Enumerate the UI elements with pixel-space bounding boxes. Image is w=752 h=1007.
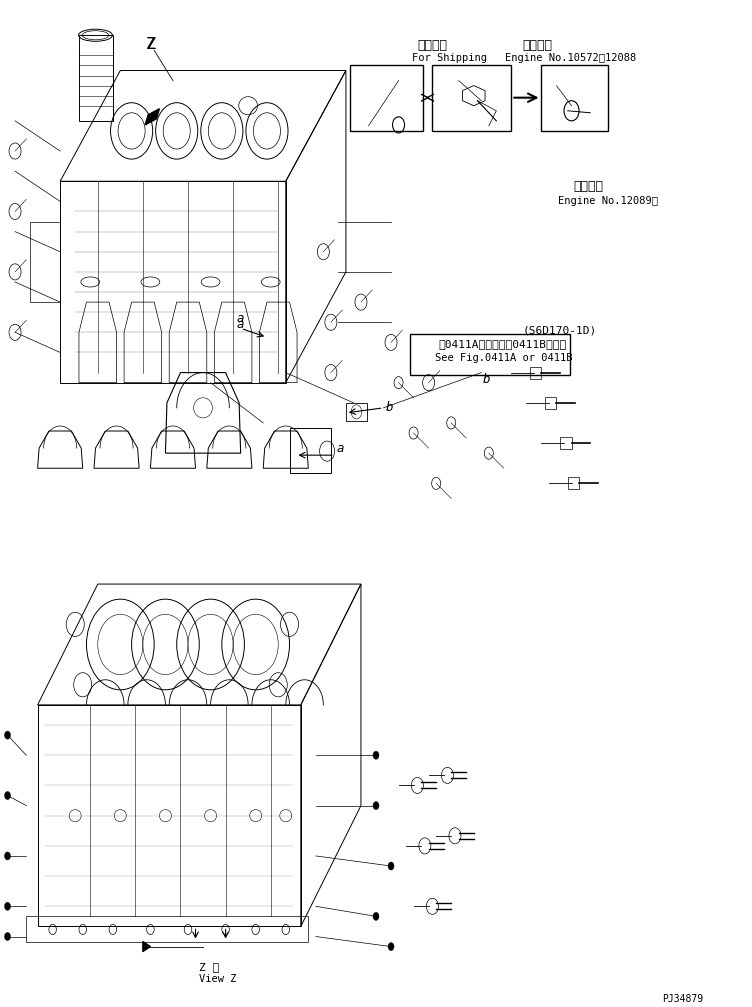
Polygon shape <box>143 942 150 952</box>
Circle shape <box>388 943 394 951</box>
Circle shape <box>388 862 394 870</box>
Bar <box>545 397 556 409</box>
Text: Z: Z <box>147 37 156 51</box>
Bar <box>568 477 579 489</box>
Text: a: a <box>337 442 344 454</box>
Circle shape <box>373 912 379 920</box>
Polygon shape <box>145 109 159 125</box>
Text: Z: Z <box>146 37 155 51</box>
Circle shape <box>373 751 379 759</box>
Bar <box>26 916 308 942</box>
Text: 通用号機: 通用号機 <box>523 39 553 51</box>
Circle shape <box>5 731 11 739</box>
Text: b: b <box>386 402 393 414</box>
Circle shape <box>5 852 11 860</box>
Text: (S6D170-1D): (S6D170-1D) <box>523 325 597 335</box>
Text: Engine No.12089～: Engine No.12089～ <box>558 196 658 206</box>
Text: b: b <box>483 374 490 386</box>
Text: 第0411A図または第0411B図参照: 第0411A図または第0411B図参照 <box>438 339 567 349</box>
Text: For Shipping: For Shipping <box>412 53 487 63</box>
Text: 適用号機: 適用号機 <box>573 180 603 192</box>
Bar <box>290 428 331 473</box>
Circle shape <box>5 792 11 800</box>
Text: a: a <box>237 318 244 330</box>
Bar <box>346 403 367 421</box>
Bar <box>530 367 541 379</box>
Bar <box>350 65 423 131</box>
Circle shape <box>373 802 379 810</box>
Bar <box>541 65 608 131</box>
Bar <box>410 334 570 375</box>
Circle shape <box>5 902 11 910</box>
Bar <box>560 437 572 449</box>
Bar <box>30 222 60 302</box>
Bar <box>79 35 113 121</box>
Text: a: a <box>237 312 244 325</box>
Text: 運搜部品: 運搜部品 <box>417 39 447 51</box>
Text: See Fig.0411A or 0411B: See Fig.0411A or 0411B <box>435 353 572 364</box>
Text: View Z: View Z <box>199 974 237 984</box>
Text: PJ34879: PJ34879 <box>662 994 703 1004</box>
Bar <box>432 65 511 131</box>
Text: Z 視: Z 視 <box>199 962 220 972</box>
Text: Engine No.10572～12088: Engine No.10572～12088 <box>505 53 637 63</box>
Circle shape <box>5 932 11 941</box>
